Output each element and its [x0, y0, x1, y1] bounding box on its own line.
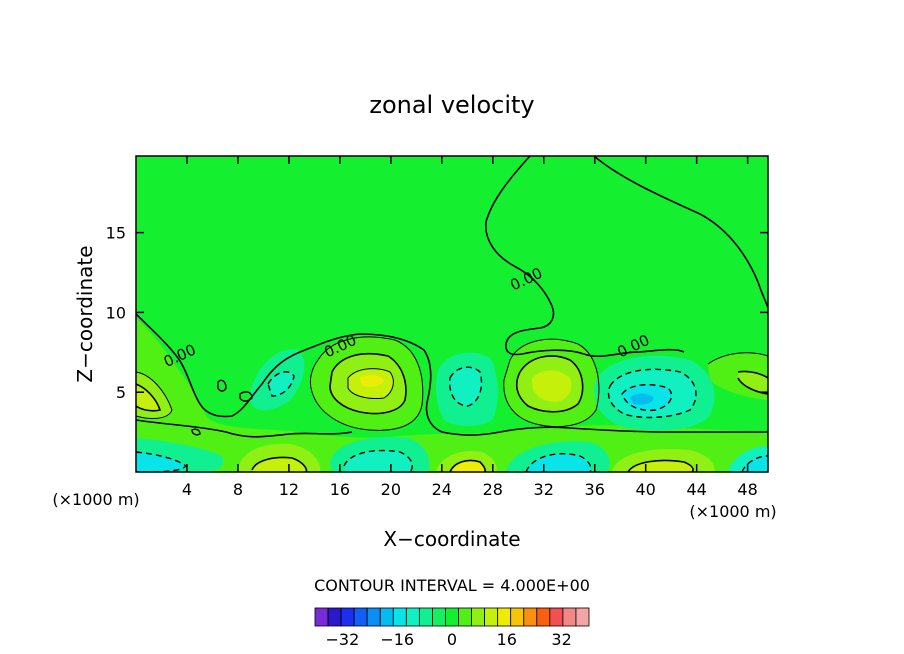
contour-right-patch [737, 370, 768, 379]
colorbar-tick-label: −16 [380, 630, 414, 649]
contour-interval-text: CONTOUR INTERVAL = 4.000E+00 [314, 576, 590, 595]
x-axis-label: X−coordinate [383, 527, 520, 551]
contour-fill-surface-neg-f-core [742, 456, 768, 472]
colorbar-swatch [523, 607, 538, 627]
colorbar-labels: −32 −16 0 16 32 [326, 630, 572, 649]
x-tick-label: 40 [635, 480, 655, 499]
colorbar-swatch [314, 607, 329, 627]
neg-contour-c [607, 368, 697, 419]
y-tick-label: 10 [106, 303, 126, 322]
contour-fill-jet1-peak [360, 375, 384, 387]
colorbar-swatch [484, 607, 499, 627]
negative-contours [136, 366, 768, 472]
colorbar-tick-label: 0 [447, 630, 457, 649]
contour-left-outer [136, 371, 173, 419]
zero-contour-left-lower [136, 419, 353, 438]
x-tick-label: 36 [585, 480, 605, 499]
colorbar [314, 607, 590, 627]
colorbar-swatch [392, 607, 407, 627]
colorbar-swatch [340, 607, 355, 627]
contour-jet2-4 [515, 355, 584, 413]
colorbar-swatch [405, 607, 420, 627]
contour-jet1-8 [347, 368, 394, 399]
contour-fill-right-core [738, 371, 768, 394]
colorbar-tick-label: 16 [497, 630, 517, 649]
chart-title: zonal velocity [369, 91, 534, 119]
colorbar-swatch [432, 607, 446, 627]
contour-fill-neg-cell-b-core [449, 367, 482, 406]
contour-fill-neg-cell-c-peak [630, 393, 654, 405]
x-tick-label: 48 [737, 480, 757, 499]
contour-surface-pos-a [251, 456, 308, 472]
x-tick-label: 12 [279, 480, 299, 499]
colorbar-swatch [418, 607, 433, 627]
zero-contour-left [136, 313, 768, 436]
colorbar-swatch [497, 607, 512, 627]
x-tick-label: 44 [686, 480, 706, 499]
y-axis-label: Z−coordinate [73, 245, 97, 382]
x-tick-label: 8 [233, 480, 243, 499]
colorbar-swatch [366, 607, 381, 627]
x-tick-label: 32 [534, 480, 554, 499]
neg-contour-a [267, 371, 295, 397]
x-tick-label: 24 [432, 480, 452, 499]
colorbar-swatch [562, 607, 577, 627]
contour-left-patch [136, 383, 162, 412]
colorbar-swatch [536, 607, 551, 627]
neg-contour-surface-d [525, 453, 592, 472]
contour-jet1-4 [329, 352, 407, 415]
contour-island-b [239, 391, 253, 402]
contour-island-a [217, 379, 227, 392]
plot-area: 0.00 0.000.000.00 [136, 156, 768, 472]
contour-lines [136, 156, 768, 472]
contour-surface-pos-e [627, 459, 694, 472]
colorbar-swatch [445, 607, 459, 627]
colorbar-swatch [471, 607, 486, 627]
x-tick-label: 16 [330, 480, 350, 499]
zero-contour-upper [485, 156, 685, 358]
colorbar-tick-label: 32 [551, 630, 571, 649]
contour-fill-surface-neg-left-core [136, 452, 186, 472]
contour-jet1-outer [309, 336, 424, 431]
colorbar-swatch [327, 607, 342, 627]
y-tick-label: 5 [116, 383, 126, 402]
contour-fill-surface-neg-b-core [344, 450, 413, 472]
colorbar-swatch [575, 607, 590, 627]
x-tick-label: 4 [182, 480, 192, 499]
contour-fill-jet2-core [531, 370, 572, 402]
contour-jet2-outer [503, 338, 600, 428]
neg-contour-surface-b [343, 449, 413, 472]
y-axis-ticks: 5 10 15 [106, 224, 768, 402]
contour-fill-surface-neg-d-core [526, 453, 591, 472]
x-unit-right: (×1000 m) [689, 502, 776, 521]
x-unit-left: (×1000 m) [52, 490, 139, 509]
neg-contour-surface-f [741, 455, 768, 472]
contour-fill-neg-cell-a-core [268, 371, 294, 396]
y-tick-label: 15 [106, 224, 126, 243]
zero-contour-right [593, 156, 768, 309]
x-tick-label: 20 [381, 480, 401, 499]
contour-surface-pos-c [449, 459, 486, 472]
colorbar-swatch [353, 607, 368, 627]
contour-right-patch-b [737, 377, 768, 395]
contour-fill-left-core [136, 384, 160, 411]
contour-fill-surface-pos-a-core [252, 457, 307, 472]
plot-frame [135, 155, 769, 473]
contour-right-outer [707, 352, 768, 365]
colorbar-swatch [549, 607, 564, 627]
colorbar-tick-label: −32 [326, 630, 360, 649]
x-tick-label: 28 [483, 480, 503, 499]
colorbar-swatch [379, 607, 394, 627]
neg-contour-b [449, 366, 483, 407]
colorbar-swatch [510, 607, 525, 627]
x-axis-ticks: 4 8 12 16 20 24 28 32 36 40 44 48 [182, 156, 758, 499]
colorbar-swatch [458, 607, 472, 627]
neg-contour-c-core [621, 383, 673, 412]
contour-island-c [191, 428, 201, 436]
